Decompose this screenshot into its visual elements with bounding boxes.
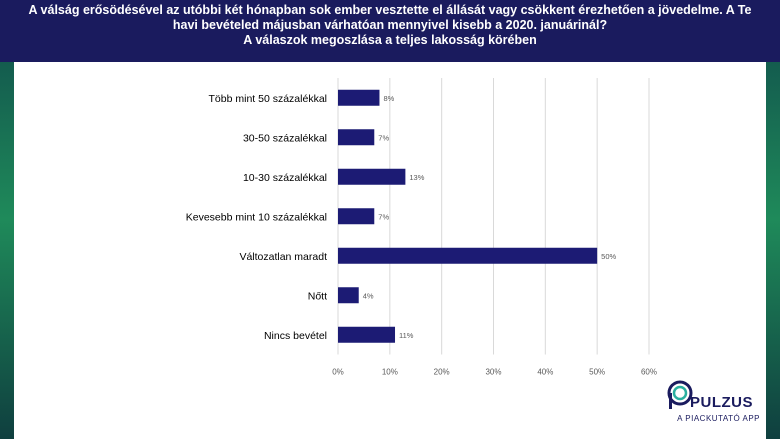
bar xyxy=(338,89,380,106)
value-label: 8% xyxy=(383,94,394,103)
bar xyxy=(338,129,375,146)
pulzus-logo-icon xyxy=(667,380,693,409)
x-tick-label: 20% xyxy=(434,368,450,377)
chart-panel: 0% 10% 20% 30% 40% 50% 60% Több mint 50 százalé… xyxy=(14,62,766,439)
bar xyxy=(338,326,396,343)
chart-title: A válság erősödésével az utóbbi két hóna… xyxy=(14,3,766,48)
category-label: Változatlan maradt xyxy=(239,251,327,263)
x-tick-label: 50% xyxy=(589,368,605,377)
pulzus-logo: PULZUS A PIACKUTATÓ APP xyxy=(664,373,760,433)
title-line-2: havi bevételed májusban várhatóan mennyi… xyxy=(172,18,608,32)
value-label: 11% xyxy=(399,331,414,340)
x-tick-label: 30% xyxy=(485,368,501,377)
value-label: 50% xyxy=(601,252,616,261)
x-tick-label: 40% xyxy=(537,368,553,377)
category-label: Nőtt xyxy=(308,290,327,302)
x-tick-label: 0% xyxy=(332,368,344,377)
bar-chart: 0% 10% 20% 30% 40% 50% 60% Több mint 50 százalé… xyxy=(186,78,657,377)
right-decoration xyxy=(766,0,780,439)
bar xyxy=(338,287,359,304)
logo-subtitle: A PIACKUTATÓ APP xyxy=(677,414,760,423)
left-decoration xyxy=(0,0,14,439)
category-label: 10-30 százalékkal xyxy=(243,172,327,184)
value-label: 4% xyxy=(363,291,374,300)
value-label: 13% xyxy=(409,173,424,182)
x-tick-label: 10% xyxy=(382,368,398,377)
value-label: 7% xyxy=(378,212,389,221)
category-label: Nincs bevétel xyxy=(264,330,327,342)
value-label: 7% xyxy=(378,133,389,142)
title-line-3: A válaszok megoszlása a teljes lakosság … xyxy=(243,33,537,47)
logo-name: PULZUS xyxy=(690,394,753,411)
category-label: 30-50 százalékkal xyxy=(243,132,327,144)
category-label: Kevesebb mint 10 százalékkal xyxy=(186,211,327,223)
chart-header: A válság erősödésével az utóbbi két hóna… xyxy=(0,0,780,62)
x-tick-label: 60% xyxy=(641,368,657,377)
bar xyxy=(338,208,375,225)
bar xyxy=(338,168,406,185)
bar xyxy=(338,247,598,264)
category-label: Több mint 50 százalékkal xyxy=(209,93,327,105)
title-line-1: A válság erősödésével az utóbbi két hóna… xyxy=(28,3,752,17)
